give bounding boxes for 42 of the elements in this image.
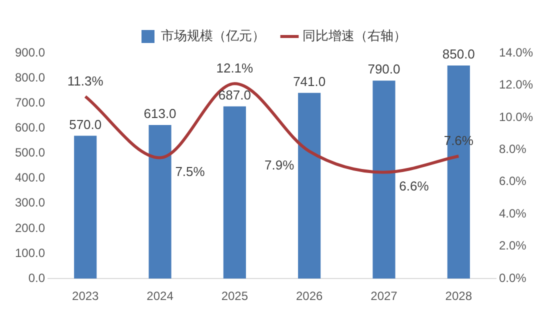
bar — [372, 80, 396, 279]
y-tick-label: 600.0 — [15, 120, 46, 135]
data-label: 741.0 — [293, 74, 326, 89]
x-tick-label: 2025 — [221, 289, 248, 304]
y2-tick-label: 12.0% — [498, 78, 534, 92]
y-tick-label: 500.0 — [15, 146, 46, 160]
legend-label: 市场规模（亿元） — [161, 28, 265, 44]
y2-tick-label: 6.0% — [498, 174, 527, 188]
y2-tick-label: 0.0% — [498, 270, 527, 285]
x-tick-label: 2024 — [146, 289, 174, 304]
x-tick-label: 2027 — [370, 289, 398, 304]
y-tick-label: 300.0 — [15, 196, 46, 210]
data-label: 850.0 — [442, 46, 475, 62]
data-label: 790.0 — [368, 62, 400, 77]
x-tick-label: 2023 — [72, 289, 100, 304]
y2-tick-label: 8.0% — [498, 142, 527, 156]
x-tick-label: 2028 — [445, 289, 472, 304]
y-tick-label: 200.0 — [15, 220, 46, 235]
y-tick-label: 800.0 — [15, 70, 46, 84]
data-label: 12.1% — [216, 60, 254, 76]
bar — [298, 92, 321, 279]
y-tick-label: 100.0 — [15, 246, 46, 260]
data-label: 687.0 — [218, 87, 251, 102]
data-label: 7.9% — [264, 157, 295, 172]
bar — [74, 136, 97, 279]
y-tick-label: 400.0 — [15, 170, 46, 185]
y-tick-label: 0.0 — [28, 270, 46, 285]
y-tick-label: 700.0 — [15, 95, 46, 110]
data-label: 7.5% — [175, 164, 206, 179]
bar — [223, 106, 246, 279]
bar — [148, 124, 172, 279]
data-label: 11.3% — [67, 74, 104, 89]
data-label: 570.0 — [69, 116, 102, 132]
y-tick-label: 900.0 — [15, 45, 46, 60]
x-tick-label: 2026 — [296, 289, 323, 304]
y2-tick-label: 10.0% — [498, 110, 534, 124]
y2-tick-label: 4.0% — [498, 206, 527, 220]
data-label: 613.0 — [144, 106, 176, 122]
y2-tick-label: 2.0% — [498, 238, 527, 253]
legend-label: 同比增速（右轴） — [302, 28, 406, 44]
data-label: 6.6% — [399, 178, 430, 194]
y2-tick-label: 14.0% — [498, 45, 534, 60]
